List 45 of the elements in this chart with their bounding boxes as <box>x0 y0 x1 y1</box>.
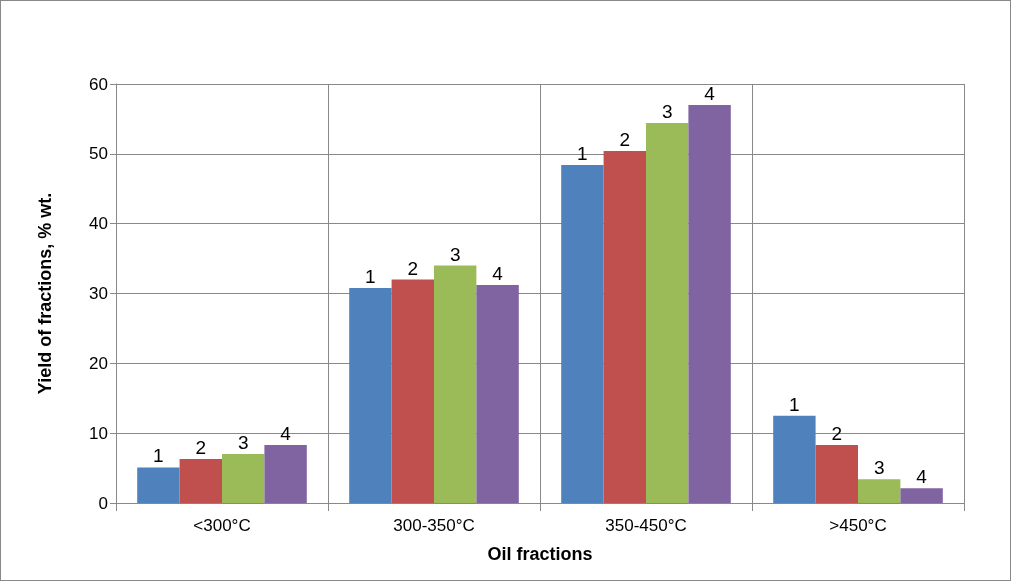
bar <box>391 279 434 503</box>
text: 2 <box>619 129 631 151</box>
text: 4 <box>492 263 503 285</box>
text: 4 <box>704 82 715 104</box>
bar <box>900 488 943 503</box>
series-label: 3 <box>237 432 249 454</box>
x-tick-label: <300°C <box>193 516 251 535</box>
bar <box>858 479 901 503</box>
bar <box>773 415 816 503</box>
x-tick-label: >450°C <box>829 516 887 535</box>
bar <box>688 104 731 503</box>
bar <box>349 287 392 503</box>
y-tick-label: 40 <box>89 214 108 234</box>
y-tick-label: 10 <box>89 423 108 443</box>
y-tick-label: 20 <box>89 353 108 373</box>
x-tick-label: 350-450°C <box>605 516 687 535</box>
text: 3 <box>873 457 885 479</box>
text: 1 <box>577 143 588 165</box>
text: 4 <box>916 466 927 488</box>
y-axis-title: Yield of fractions, % wt. <box>35 192 55 395</box>
series-label: 2 <box>195 437 207 459</box>
x-tick-label: 300-350°C <box>393 516 475 535</box>
y-tick-label: 30 <box>89 284 108 303</box>
text: 2 <box>831 423 843 445</box>
y-tick-label: 0 <box>98 493 108 513</box>
series-label: 4 <box>280 423 292 445</box>
text: 3 <box>449 243 461 265</box>
bar <box>646 123 689 503</box>
y-tick-label: 60 <box>89 74 108 94</box>
bar <box>603 151 646 503</box>
bar <box>222 454 265 503</box>
bar <box>179 459 222 503</box>
bar <box>434 265 477 503</box>
x-axis-title: Oil fractions <box>487 544 593 564</box>
bar <box>815 445 858 503</box>
bar <box>137 467 180 503</box>
text: 1 <box>365 265 376 287</box>
y-tick-label: 50 <box>89 144 108 164</box>
text: 1 <box>789 393 800 415</box>
series-label: 1 <box>153 445 164 467</box>
text: 3 <box>661 101 673 123</box>
text: 2 <box>407 257 419 279</box>
bar <box>561 165 604 503</box>
bar <box>264 445 307 503</box>
bar <box>476 285 519 503</box>
